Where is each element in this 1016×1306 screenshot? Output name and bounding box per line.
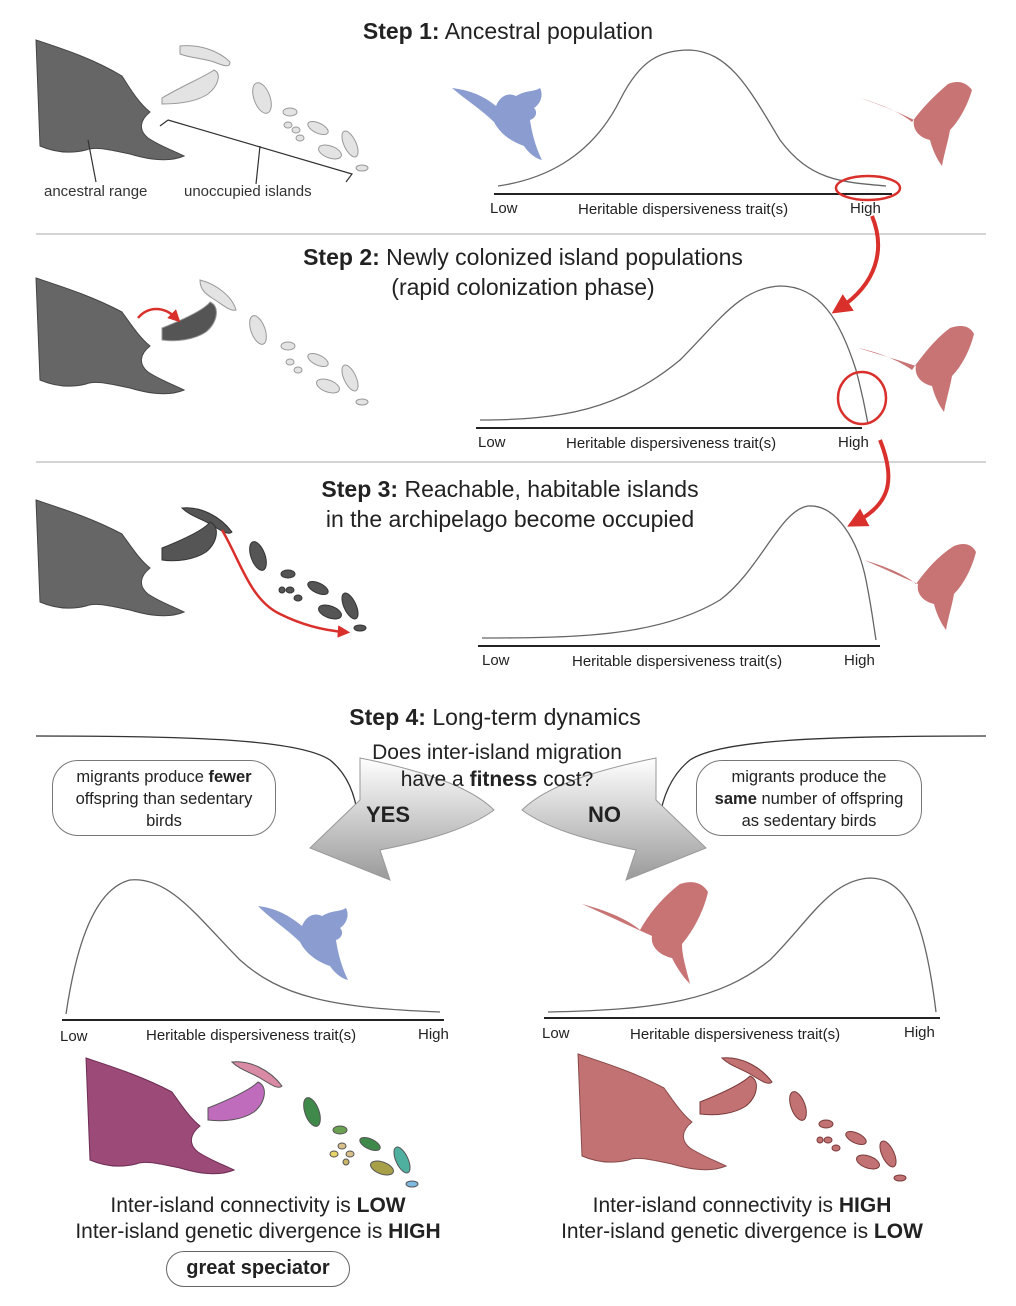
bubble-yes-line3: birds — [146, 812, 182, 830]
bubble-no-line2-post: number of offspring — [756, 790, 904, 808]
step2-axis-low: Low — [478, 434, 506, 451]
step3-islands — [161, 507, 367, 632]
no-red-bird-icon — [582, 882, 708, 984]
yes-mainland — [85, 1057, 236, 1175]
yes-axis-label: Heritable dispersiveness trait(s) — [146, 1027, 357, 1044]
yes-conc1-bold: LOW — [356, 1194, 406, 1217]
bubble-no-bold: same — [714, 790, 757, 808]
no-conclusion-line1: Inter-island connectivity is HIGH — [484, 1194, 1000, 1218]
no-conc2-bold: LOW — [873, 1220, 923, 1243]
step2-curve — [479, 285, 869, 425]
step1-label: Step 1: — [362, 18, 440, 44]
step3-axis-high: High — [844, 652, 875, 669]
question-pre: have a — [400, 768, 470, 791]
no-axis-high: High — [904, 1024, 935, 1041]
question-post: cost? — [537, 768, 594, 791]
step2-mainland — [35, 277, 186, 395]
yes-curve — [65, 879, 441, 1015]
step1-title: Ancestral population — [444, 18, 654, 44]
bubble-yes: migrants produce fewer offspring than se… — [52, 760, 276, 836]
step1-islands — [161, 45, 369, 172]
step3-title-line1: Reachable, habitable islands — [404, 476, 699, 502]
bubble-no: migrants produce the same number of offs… — [696, 760, 922, 836]
yes-conc2-bold: HIGH — [388, 1220, 441, 1243]
yes-conc2-pre: Inter-island genetic divergence is — [75, 1220, 389, 1243]
step3-label: Step 3: — [321, 476, 399, 502]
arrow-colonization-1 — [137, 307, 181, 323]
step2-title-line2: (rapid colonization phase) — [391, 274, 655, 300]
step1-axis-label: Heritable dispersiveness trait(s) — [578, 201, 789, 218]
no-mainland — [577, 1053, 728, 1171]
bubble-no-line3: as sedentary birds — [741, 812, 877, 830]
step4-title: Long-term dynamics — [432, 704, 641, 730]
step2-islands — [161, 279, 369, 406]
great-speciator-badge: great speciator — [166, 1251, 350, 1287]
yes-islands — [207, 1061, 419, 1188]
step3-heading: Step 3: Reachable, habitable islands — [0, 476, 1016, 503]
step1-axis-low: Low — [490, 200, 518, 217]
no-axis-low: Low — [542, 1025, 570, 1042]
no-conc1-pre: Inter-island connectivity is — [592, 1194, 839, 1217]
step3-axis-label: Heritable dispersiveness trait(s) — [572, 653, 783, 670]
question-bold: fitness — [469, 768, 538, 791]
no-arrow — [521, 757, 707, 881]
no-conclusion-line2: Inter-island genetic divergence is LOW — [484, 1220, 1000, 1244]
step2-red-bird-icon — [858, 326, 974, 412]
yes-label: YES — [366, 802, 411, 827]
yes-axis-high: High — [418, 1026, 449, 1043]
no-conc1-bold: HIGH — [838, 1194, 892, 1217]
arrow-step1-to-step2 — [831, 215, 881, 314]
step2-axis-high: High — [838, 434, 869, 451]
step3-title-line2: in the archipelago become occupied — [325, 506, 695, 532]
no-label: NO — [588, 802, 621, 827]
yes-axis-low: Low — [60, 1028, 88, 1045]
step4-right-line — [659, 735, 987, 819]
step3-curve — [481, 505, 877, 641]
step3-axis-low: Low — [482, 652, 510, 669]
ancestral-range-label: ancestral range — [44, 183, 148, 200]
no-islands — [699, 1057, 907, 1182]
no-curve — [547, 877, 937, 1013]
step4-question-line2: have a fitness cost? — [0, 768, 994, 792]
arrow-step2-to-step3 — [847, 439, 891, 527]
step1-mainland — [35, 39, 186, 161]
step1-blue-bird-icon — [452, 88, 542, 160]
step4-heading: Step 4: Long-term dynamics — [0, 704, 990, 731]
yes-conclusion-line2: Inter-island genetic divergence is HIGH — [0, 1220, 516, 1244]
step3-mainland — [35, 499, 186, 617]
step4-left-line — [35, 735, 359, 819]
bubble-yes-line2: offspring than sedentary — [75, 790, 253, 808]
bubble-no-line1: migrants produce the — [731, 768, 887, 786]
step2-axis-label: Heritable dispersiveness trait(s) — [566, 435, 777, 452]
step1-red-bird-icon — [860, 82, 972, 166]
step4-label: Step 4: — [349, 704, 426, 730]
yes-arrow — [309, 757, 495, 881]
yes-conclusion-line1: Inter-island connectivity is LOW — [0, 1194, 516, 1218]
step2-heading: Step 2: Newly colonized island populatio… — [0, 244, 1016, 271]
step1-axis-high: High — [850, 200, 881, 217]
no-axis-label: Heritable dispersiveness trait(s) — [630, 1026, 841, 1043]
step2-label: Step 2: — [303, 244, 380, 270]
step1-highlight-circle — [834, 174, 902, 202]
step2-title-line1: Newly colonized island populations — [386, 244, 743, 270]
arrow-colonization-2 — [220, 529, 351, 638]
yes-blue-bird-icon — [258, 906, 348, 980]
unoccupied-islands-label: unoccupied islands — [184, 183, 312, 200]
step3-red-bird-icon — [864, 544, 976, 630]
bubble-yes-bold: fewer — [208, 768, 252, 786]
yes-conc1-pre: Inter-island connectivity is — [110, 1194, 357, 1217]
no-conc2-pre: Inter-island genetic divergence is — [561, 1220, 874, 1243]
step2-highlight-circle — [836, 370, 888, 426]
step1-heading: Step 1: Ancestral population — [0, 18, 1016, 45]
step1-curve — [497, 49, 887, 187]
step4-question-line1: Does inter-island migration — [372, 741, 622, 764]
bubble-yes-pre: migrants produce — [76, 768, 209, 786]
